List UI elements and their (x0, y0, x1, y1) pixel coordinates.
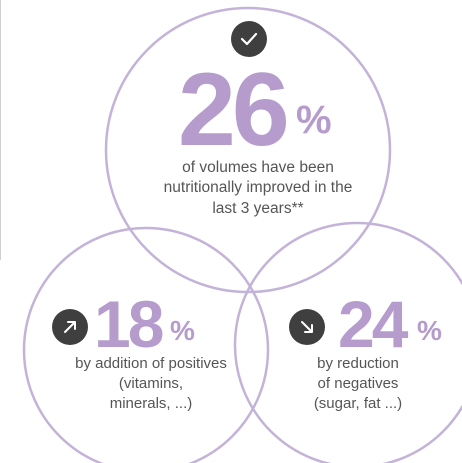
left-line-2: (vitamins, (118, 374, 184, 392)
circle-left (22, 226, 270, 463)
top-unit: % (296, 98, 332, 142)
arrow-down-right-icon (289, 309, 325, 345)
left-unit: % (170, 315, 195, 346)
top-line-2: nutritionally improved in the (163, 179, 353, 197)
left-description: by addition of positives (vitamins, mine… (56, 354, 246, 413)
right-line-1: by reduction (317, 355, 399, 372)
right-value: 24 (338, 287, 408, 361)
circle-right (233, 221, 462, 463)
right-line-3: (sugar, fat ...) (313, 394, 403, 412)
right-line-2: of negatives (317, 374, 399, 392)
arrow-up-right-icon (52, 309, 88, 345)
left-line-1: by addition of positives (75, 355, 227, 372)
right-description: by reduction of negatives (sugar, fat ..… (288, 354, 428, 413)
left-line-3: minerals, ...) (109, 394, 193, 412)
divider-line (0, 0, 1, 260)
right-unit: % (417, 315, 442, 346)
top-line-3: last 3 years** (212, 199, 304, 217)
check-icon (231, 21, 267, 57)
top-description: of volumes have been nutritionally impro… (148, 158, 368, 219)
top-line-1: of volumes have been (182, 159, 334, 176)
left-value: 18 (94, 287, 164, 361)
top-value: 26 (178, 52, 290, 168)
